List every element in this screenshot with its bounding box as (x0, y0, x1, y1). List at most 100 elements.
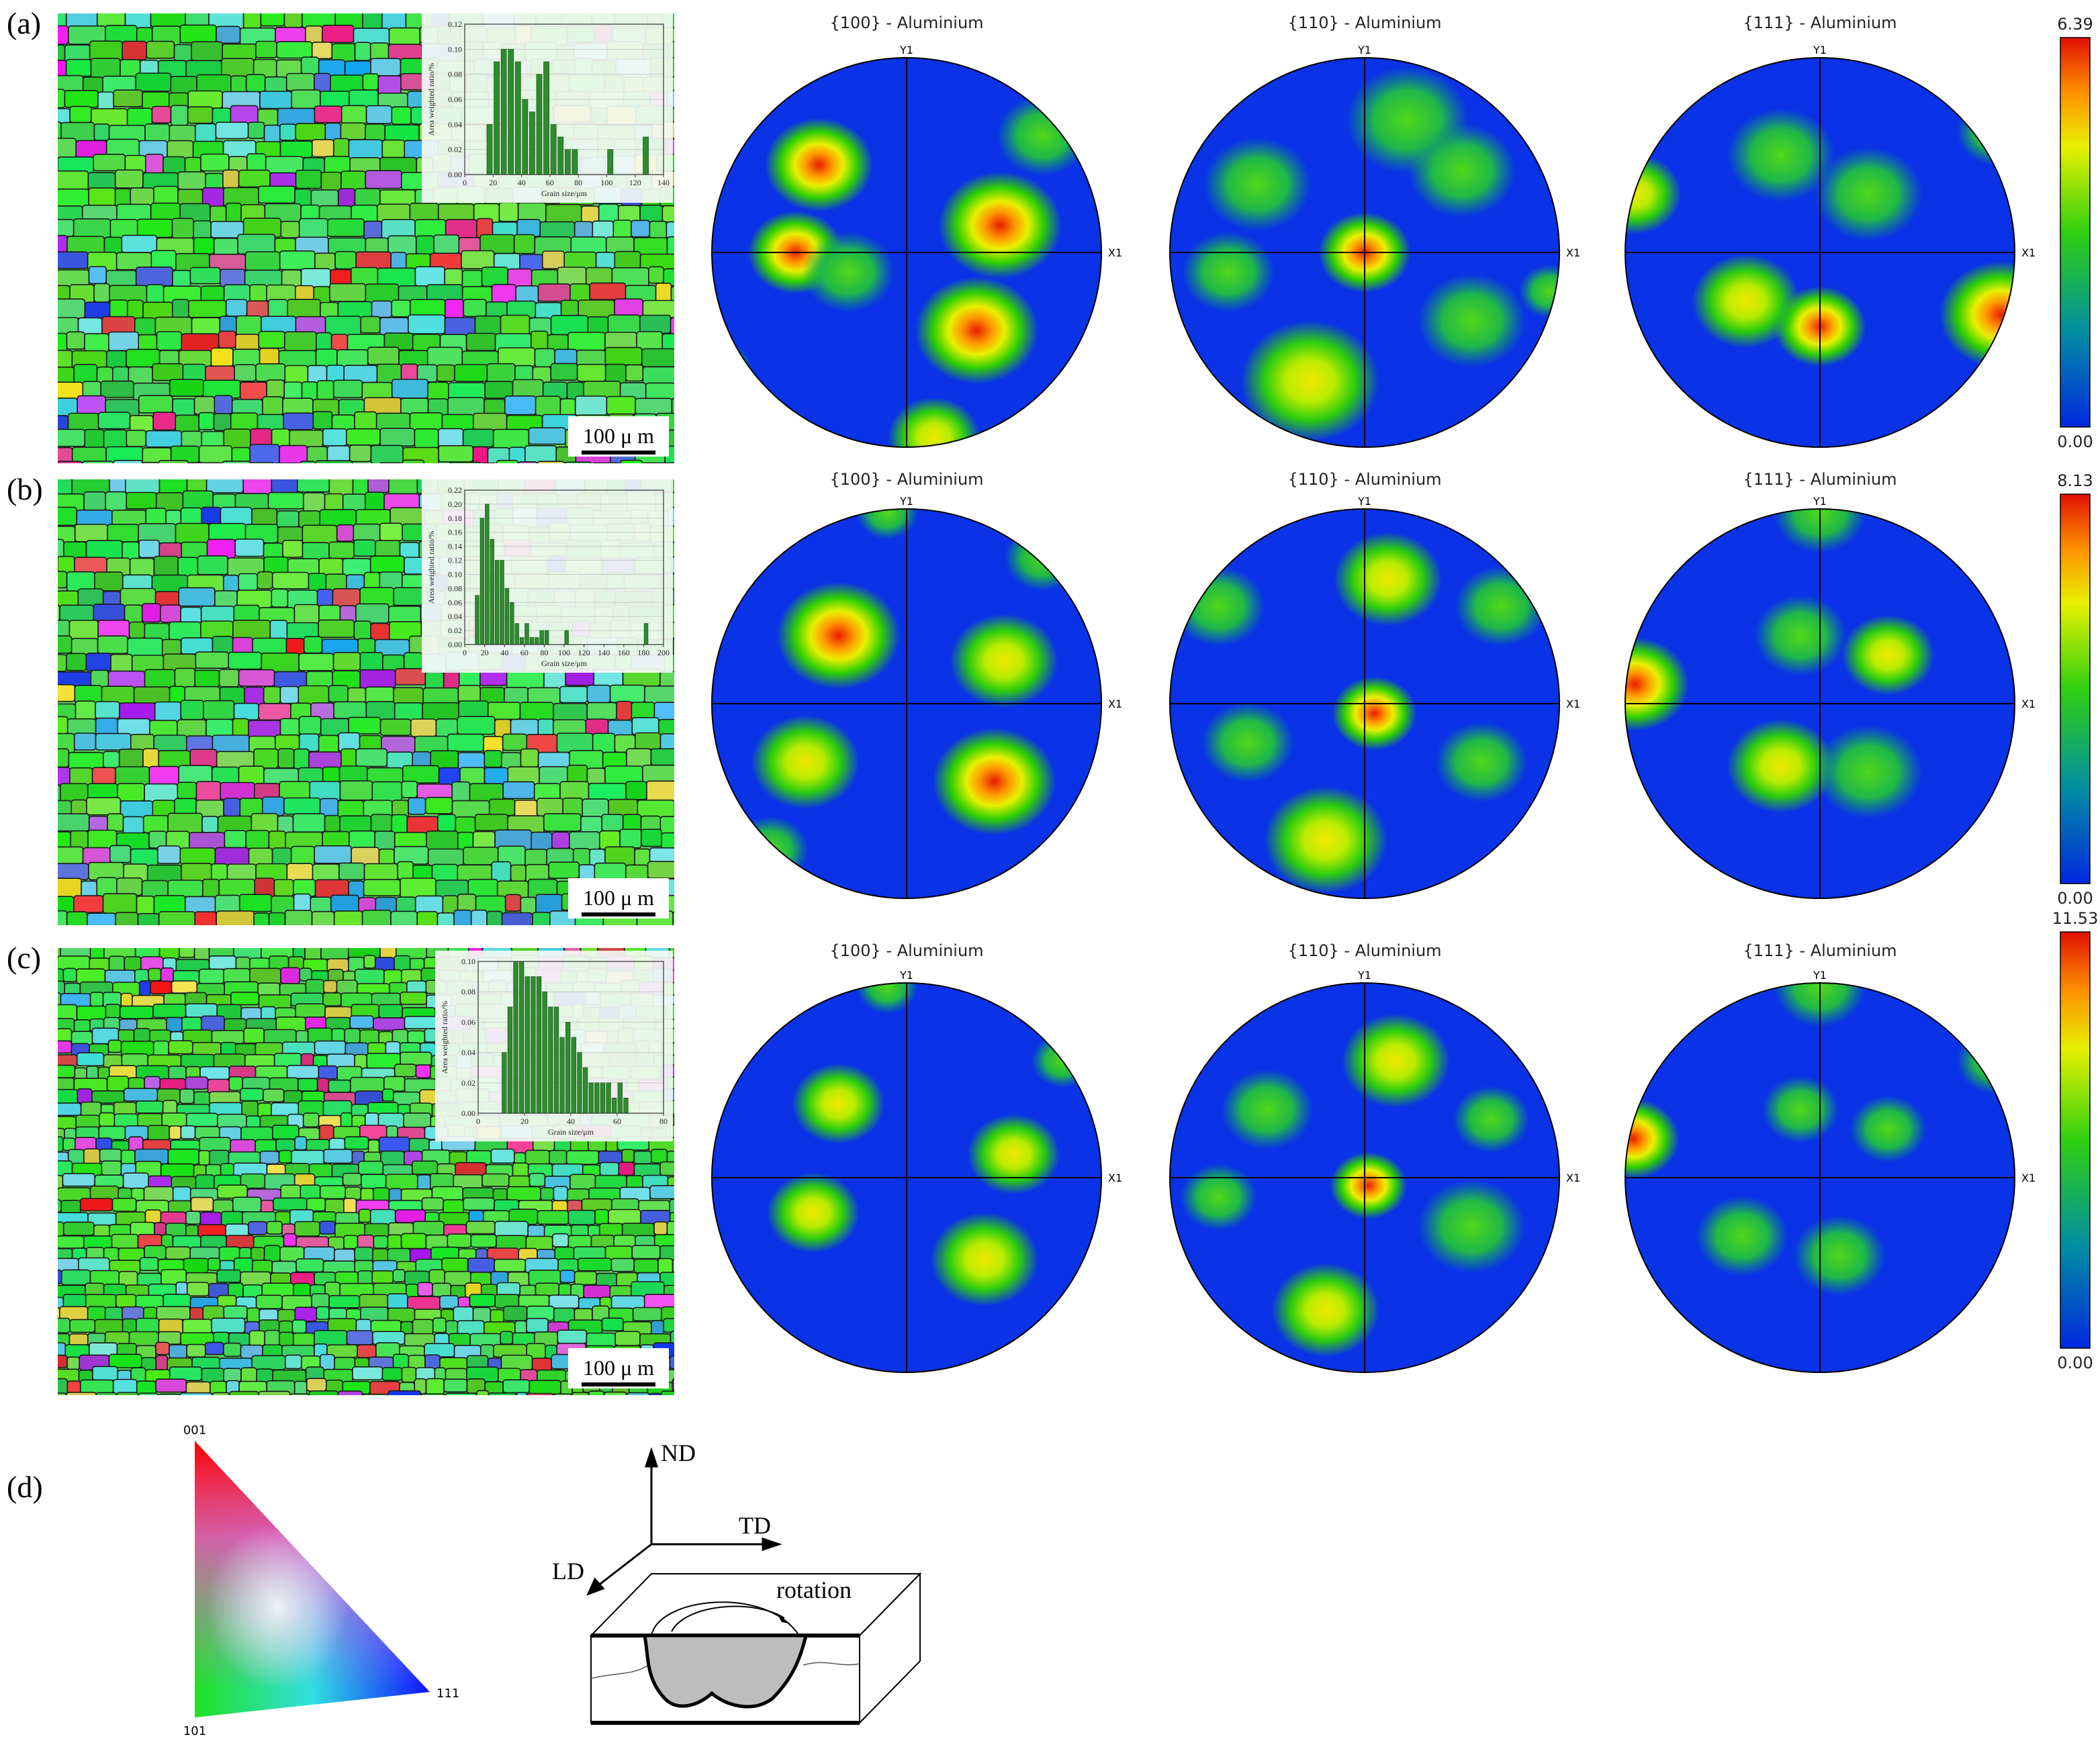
rotation-arrowhead (776, 1613, 790, 1623)
grain (541, 250, 565, 270)
grain (326, 445, 351, 463)
grain (181, 430, 202, 448)
grain (195, 651, 230, 669)
grain (198, 968, 224, 985)
plot-frame (464, 23, 664, 175)
grain (294, 1136, 308, 1151)
grain (463, 299, 487, 318)
grain (673, 1113, 674, 1125)
grain (373, 1017, 406, 1031)
grain (58, 684, 76, 702)
grain (107, 1039, 122, 1053)
grain (672, 107, 674, 126)
grain (543, 813, 582, 832)
intensity-blob (1625, 154, 1682, 234)
grain (400, 1051, 432, 1066)
bar (542, 991, 547, 1114)
axis-label: ND (661, 1439, 696, 1466)
grain (391, 379, 428, 399)
y-tick-label: 0.14 (448, 542, 462, 551)
grain (404, 1016, 439, 1030)
grain (58, 1136, 64, 1152)
grain (666, 236, 674, 256)
grain (641, 829, 663, 847)
grain (115, 766, 150, 786)
grain (394, 955, 411, 972)
grain (437, 814, 457, 832)
grain (486, 363, 516, 385)
grain (144, 669, 176, 688)
grain (108, 955, 125, 972)
panel-label: (b) (7, 472, 43, 506)
grain (461, 250, 495, 270)
grain (358, 1160, 384, 1175)
grain (58, 604, 60, 625)
grain (285, 73, 315, 92)
axis-label: X1 (2021, 246, 2036, 259)
grain (58, 1392, 67, 1395)
grain (242, 479, 273, 495)
grain (641, 348, 674, 367)
pole-figure: {110} - Aluminium Y1 X1 (1169, 941, 1580, 1373)
grain (277, 748, 295, 769)
grain (381, 1088, 394, 1102)
grain (88, 187, 116, 207)
grain (332, 379, 363, 399)
grain (69, 620, 99, 641)
grain (504, 894, 522, 912)
grain (373, 1187, 390, 1202)
grain (81, 880, 97, 898)
y-axis-title: Area weighted ratio/% (440, 1001, 449, 1074)
intensity-blob (938, 171, 1062, 279)
bar (588, 1082, 594, 1114)
plot-frame (464, 489, 664, 645)
grain (167, 1148, 199, 1166)
x-tick-label: 100 (558, 648, 570, 657)
grain (437, 428, 464, 448)
ebsd-map (58, 479, 674, 925)
bar (524, 623, 529, 645)
grain (94, 571, 124, 592)
grain (410, 718, 437, 737)
y-tick-label: 0.06 (448, 598, 462, 607)
grain (447, 1233, 472, 1248)
grain (153, 555, 179, 577)
intensity-blob (997, 95, 1089, 176)
pole-figure-title: {111} - Aluminium (1743, 13, 1897, 32)
grain (268, 831, 286, 850)
grain (90, 58, 121, 79)
y-tick-label: 0.16 (448, 528, 462, 537)
intensity-blob (1939, 261, 2015, 369)
grain (524, 445, 557, 463)
grain (225, 299, 248, 317)
grain (248, 1330, 265, 1347)
grain (267, 491, 304, 510)
axis-label: X1 (2021, 698, 2036, 710)
grain (378, 848, 395, 866)
grain (138, 980, 151, 996)
grain (520, 748, 539, 768)
grain (397, 861, 414, 880)
grain (337, 188, 356, 208)
grain (182, 490, 214, 510)
panel: (c) 100 μ m 0.00 0.02 0.04 0.06 0.08 0.10 0 20 40 6… (7, 909, 2098, 1395)
grain (58, 25, 69, 45)
grain (150, 202, 181, 221)
grain (432, 1317, 447, 1333)
bar (582, 1067, 588, 1114)
grain (170, 105, 189, 126)
grain (501, 912, 533, 925)
grain (322, 992, 342, 1006)
grain (621, 1149, 635, 1164)
grain (457, 684, 482, 703)
grain (381, 139, 406, 158)
grain (330, 894, 359, 913)
grain (144, 1209, 162, 1224)
grain (472, 446, 489, 463)
y-tick-label: 0.10 (461, 957, 475, 966)
grain (340, 748, 357, 769)
grain (496, 1282, 520, 1296)
grain (162, 1100, 178, 1115)
rotation-arrow (671, 1605, 785, 1632)
grain (659, 733, 674, 753)
